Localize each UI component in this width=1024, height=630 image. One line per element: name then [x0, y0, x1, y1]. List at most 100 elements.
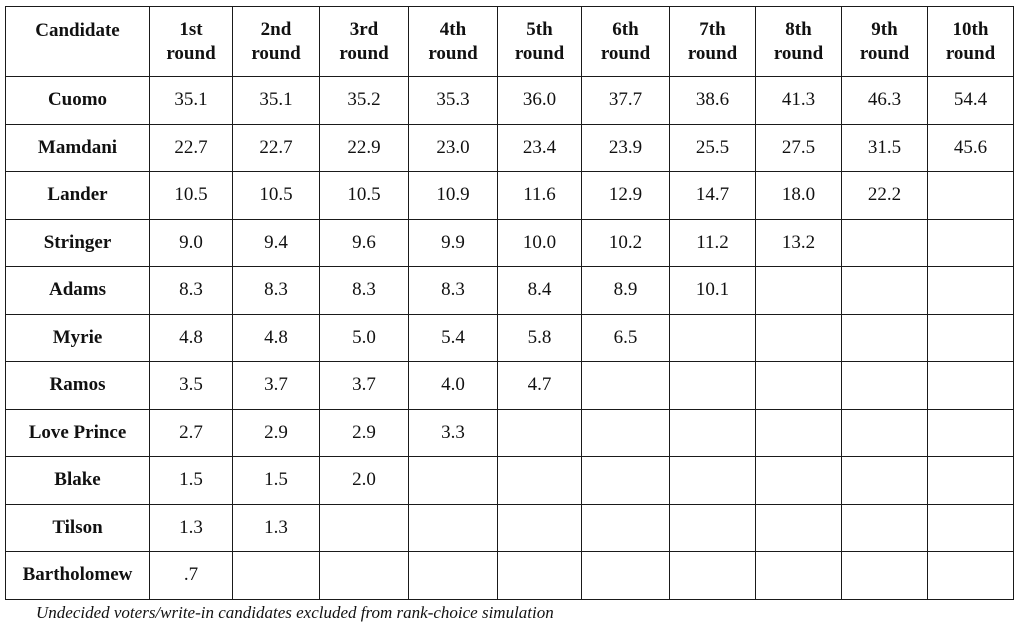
vote-share-cell: 2.9: [232, 408, 320, 457]
vote-share-cell: [927, 361, 1014, 410]
round-word: round: [514, 42, 565, 64]
round-5-header: 5th round: [497, 6, 582, 77]
vote-share-cell: [841, 408, 928, 457]
vote-share-cell: [927, 218, 1014, 267]
vote-share-cell: [841, 503, 928, 552]
round-ordinal: 2nd: [260, 18, 292, 40]
table-row: Cuomo 35.1 35.1 35.2 35.3 36.0 37.7 38.6…: [5, 76, 1014, 125]
vote-share-cell: 9.9: [408, 218, 498, 267]
vote-share-cell: 36.0: [497, 76, 582, 125]
table-row: Lander 10.5 10.5 10.5 10.9 11.6 12.9 14.…: [5, 171, 1014, 220]
table-body: Cuomo 35.1 35.1 35.2 35.3 36.0 37.7 38.6…: [5, 76, 1014, 600]
round-ordinal: 4th: [439, 18, 467, 40]
vote-share-cell: 2.9: [319, 408, 409, 457]
vote-share-cell: [841, 551, 928, 600]
round-ordinal: 3rd: [349, 18, 379, 40]
vote-share-cell: [319, 503, 409, 552]
vote-share-cell: [669, 361, 756, 410]
vote-share-cell: 35.1: [232, 76, 320, 125]
vote-share-cell: [927, 503, 1014, 552]
vote-share-cell: [927, 171, 1014, 220]
vote-share-cell: 8.3: [232, 266, 320, 315]
vote-share-cell: [755, 456, 842, 505]
vote-share-cell: [232, 551, 320, 600]
vote-share-cell: [927, 266, 1014, 315]
table-row: Blake 1.5 1.5 2.0: [5, 456, 1014, 505]
vote-share-cell: 23.4: [497, 123, 582, 172]
round-ordinal: 10th: [952, 18, 989, 40]
round-word: round: [945, 42, 996, 64]
table-row: Myrie 4.8 4.8 5.0 5.4 5.8 6.5: [5, 313, 1014, 362]
vote-share-cell: 22.7: [232, 123, 320, 172]
vote-share-cell: 22.2: [841, 171, 928, 220]
vote-share-cell: [669, 313, 756, 362]
table-row: Bartholomew .7: [5, 551, 1014, 600]
vote-share-cell: 35.3: [408, 76, 498, 125]
vote-share-cell: 1.5: [232, 456, 320, 505]
candidate-name: Love Prince: [5, 408, 150, 457]
vote-share-cell: [581, 408, 670, 457]
vote-share-cell: [841, 218, 928, 267]
vote-share-cell: 31.5: [841, 123, 928, 172]
vote-share-cell: 22.7: [149, 123, 233, 172]
vote-share-cell: 2.7: [149, 408, 233, 457]
vote-share-cell: [497, 408, 582, 457]
vote-share-cell: [408, 551, 498, 600]
table-row: Adams 8.3 8.3 8.3 8.3 8.4 8.9 10.1: [5, 266, 1014, 315]
vote-share-cell: [755, 361, 842, 410]
table-row: Stringer 9.0 9.4 9.6 9.9 10.0 10.2 11.2 …: [5, 218, 1014, 267]
candidate-name: Myrie: [5, 313, 150, 362]
vote-share-cell: 5.4: [408, 313, 498, 362]
ranked-choice-results-table: Candidate 1st round 2nd round 3rd round 4th…: [5, 6, 1014, 600]
vote-share-cell: 35.1: [149, 76, 233, 125]
vote-share-cell: 4.7: [497, 361, 582, 410]
vote-share-cell: 1.3: [232, 503, 320, 552]
vote-share-cell: [927, 551, 1014, 600]
candidate-name: Adams: [5, 266, 150, 315]
vote-share-cell: [669, 551, 756, 600]
vote-share-cell: 12.9: [581, 171, 670, 220]
vote-share-cell: 4.8: [232, 313, 320, 362]
round-ordinal: 6th: [612, 18, 639, 40]
vote-share-cell: 3.7: [232, 361, 320, 410]
table-row: Mamdani 22.7 22.7 22.9 23.0 23.4 23.9 25…: [5, 123, 1014, 172]
vote-share-cell: 10.5: [149, 171, 233, 220]
table-row: Tilson 1.3 1.3: [5, 503, 1014, 552]
round-10-header: 10th round: [927, 6, 1014, 77]
vote-share-cell: 4.0: [408, 361, 498, 410]
vote-share-cell: 13.2: [755, 218, 842, 267]
vote-share-cell: [841, 266, 928, 315]
candidate-name: Bartholomew: [5, 551, 150, 600]
vote-share-cell: [581, 456, 670, 505]
vote-share-cell: [408, 503, 498, 552]
vote-share-cell: [841, 361, 928, 410]
vote-share-cell: 54.4: [927, 76, 1014, 125]
vote-share-cell: 10.2: [581, 218, 670, 267]
round-2-header: 2nd round: [232, 6, 320, 77]
vote-share-cell: [841, 456, 928, 505]
round-ordinal: 8th: [785, 18, 812, 40]
vote-share-cell: 37.7: [581, 76, 670, 125]
footnote: Undecided voters/write-in candidates exc…: [36, 603, 554, 622]
vote-share-cell: 9.0: [149, 218, 233, 267]
vote-share-cell: 10.1: [669, 266, 756, 315]
candidate-name: Mamdani: [5, 123, 150, 172]
table-header: Candidate 1st round 2nd round 3rd round 4th…: [5, 6, 1014, 77]
vote-share-cell: 6.5: [581, 313, 670, 362]
vote-share-cell: 10.5: [232, 171, 320, 220]
round-9-header: 9th round: [841, 6, 928, 77]
vote-share-cell: [755, 503, 842, 552]
vote-share-cell: 35.2: [319, 76, 409, 125]
candidate-name: Lander: [5, 171, 150, 220]
vote-share-cell: 23.9: [581, 123, 670, 172]
round-7-header: 7th round: [669, 6, 756, 77]
candidate-name: Blake: [5, 456, 150, 505]
vote-share-cell: 5.0: [319, 313, 409, 362]
vote-share-cell: 14.7: [669, 171, 756, 220]
candidate-name: Tilson: [5, 503, 150, 552]
vote-share-cell: [755, 313, 842, 362]
round-ordinal: 5th: [526, 18, 553, 40]
vote-share-cell: 1.5: [149, 456, 233, 505]
round-word: round: [687, 42, 738, 64]
round-word: round: [773, 42, 824, 64]
